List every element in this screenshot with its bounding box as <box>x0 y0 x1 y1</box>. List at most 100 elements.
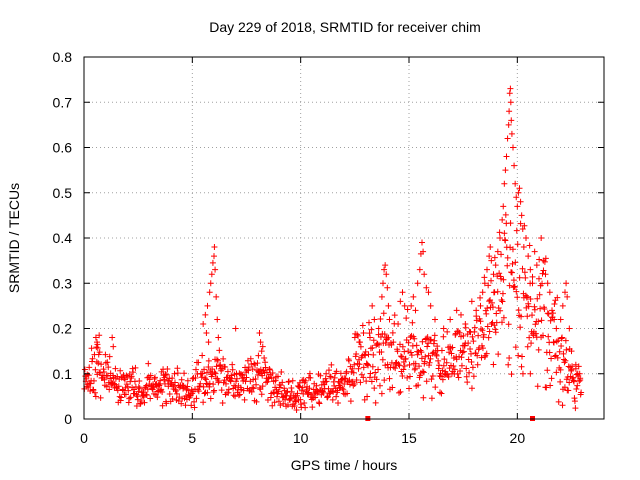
data-point <box>261 354 268 361</box>
data-point <box>423 284 430 291</box>
data-point <box>397 388 404 395</box>
data-point <box>427 355 434 362</box>
data-point <box>395 320 402 327</box>
data-point <box>262 364 269 371</box>
data-point <box>351 361 358 368</box>
data-point <box>184 383 191 390</box>
data-point <box>305 390 312 397</box>
data-point <box>510 144 516 151</box>
y-tick-label: 0 <box>64 411 72 427</box>
data-point <box>556 348 563 355</box>
data-point <box>258 348 265 355</box>
data-point <box>479 289 486 296</box>
y-tick-label: 0.2 <box>53 321 73 337</box>
data-point <box>474 361 481 368</box>
data-point <box>428 395 435 402</box>
data-point <box>361 396 368 403</box>
data-point <box>512 344 519 351</box>
y-tick-label: 0.6 <box>53 140 73 156</box>
data-point <box>558 342 565 349</box>
data-point <box>572 361 579 368</box>
data-point <box>182 402 189 409</box>
data-point <box>504 262 511 269</box>
data-point <box>444 328 451 335</box>
data-point <box>257 339 264 346</box>
data-point <box>259 343 266 350</box>
data-point <box>216 347 223 354</box>
data-point <box>225 386 232 393</box>
data-point <box>427 302 434 309</box>
data-point <box>377 316 384 323</box>
data-point <box>414 280 421 287</box>
data-point <box>525 303 532 310</box>
data-point <box>576 378 583 385</box>
data-point <box>544 310 551 317</box>
data-point <box>519 353 526 360</box>
data-point <box>487 244 494 251</box>
data-point <box>492 329 499 336</box>
data-point <box>141 399 148 406</box>
x-tick-label: 10 <box>293 430 309 446</box>
data-point <box>147 395 154 402</box>
data-point <box>479 327 486 334</box>
data-point <box>268 375 275 382</box>
data-point <box>553 369 560 376</box>
data-point <box>325 393 332 400</box>
data-point <box>480 331 487 338</box>
data-point <box>203 369 210 376</box>
data-point <box>143 382 150 389</box>
data-point <box>546 349 553 356</box>
data-point <box>551 300 558 307</box>
data-point <box>438 390 445 397</box>
data-point <box>136 385 143 392</box>
data-point <box>236 391 243 398</box>
data-point <box>432 316 438 323</box>
data-point <box>199 352 206 359</box>
data-point <box>492 262 499 269</box>
chart-title: Day 229 of 2018, SRMTID for receiver chi… <box>209 19 481 35</box>
data-point <box>259 383 266 390</box>
data-point <box>421 271 428 278</box>
data-point <box>355 332 362 339</box>
data-point <box>90 377 97 384</box>
data-point <box>536 256 543 263</box>
data-point <box>497 235 503 241</box>
data-point <box>391 312 398 319</box>
data-point <box>253 381 260 388</box>
data-point <box>173 390 180 397</box>
x-axis-label: GPS time / hours <box>291 457 398 473</box>
data-point <box>536 275 542 282</box>
data-point <box>507 220 514 227</box>
data-point <box>544 367 551 374</box>
data-point <box>465 356 472 363</box>
data-point <box>504 135 511 142</box>
data-point <box>274 373 281 380</box>
data-point <box>337 370 344 377</box>
x-tick-label: 5 <box>188 430 196 446</box>
data-point <box>470 338 477 345</box>
data-point <box>369 344 376 351</box>
data-point <box>468 358 475 365</box>
data-point <box>562 289 568 296</box>
data-point <box>538 235 545 241</box>
data-point <box>84 371 91 378</box>
data-point <box>349 365 356 372</box>
data-point <box>468 385 475 392</box>
data-point <box>495 351 502 358</box>
data-point <box>394 348 401 355</box>
data-point <box>459 349 466 356</box>
data-point <box>547 382 554 389</box>
data-point <box>279 379 286 386</box>
data-point <box>535 346 542 353</box>
data-point <box>126 395 133 402</box>
data-point <box>577 375 584 382</box>
data-point <box>538 317 545 324</box>
data-point <box>420 369 427 376</box>
data-point <box>437 389 444 396</box>
data-point <box>529 280 536 287</box>
data-point <box>365 351 372 358</box>
y-tick-label: 0.7 <box>53 94 73 110</box>
data-point <box>256 330 263 337</box>
data-point <box>161 380 168 387</box>
data-point <box>488 277 495 284</box>
